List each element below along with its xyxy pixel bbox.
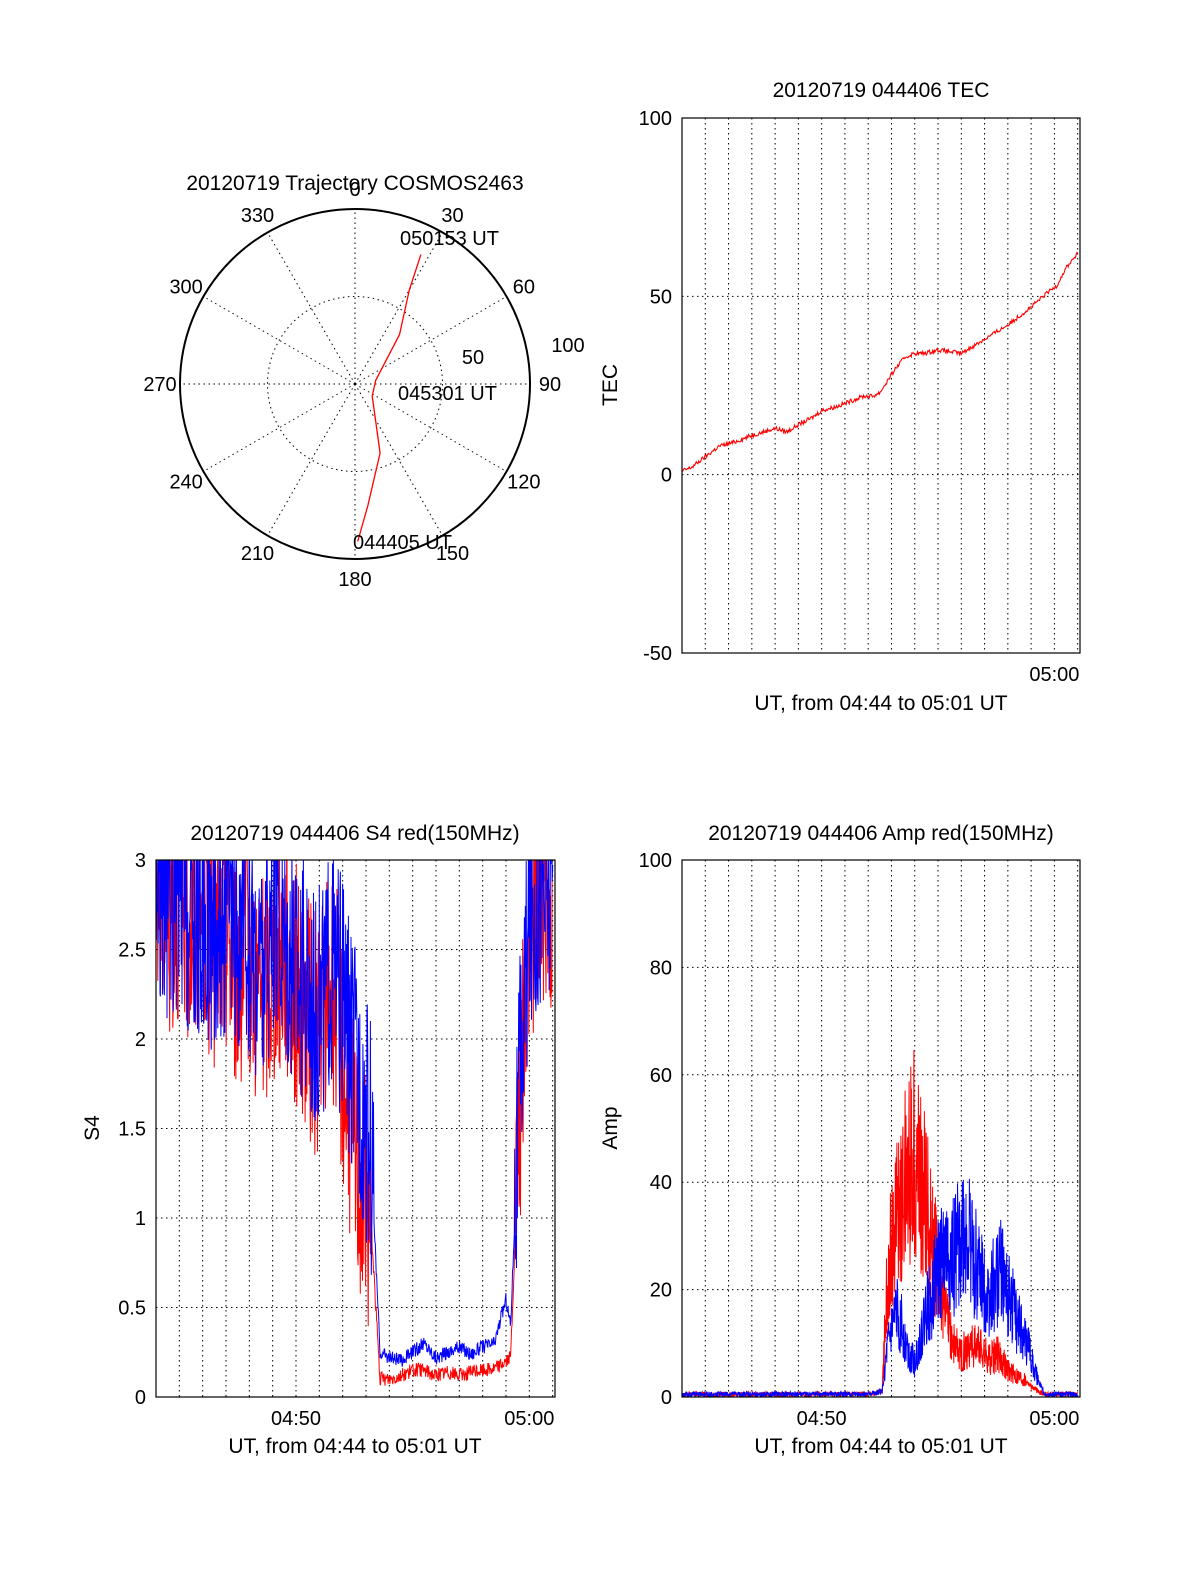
tec-xlabel: UT, from 04:44 to 05:01 UT (754, 692, 1007, 715)
series-group (682, 1050, 1079, 1397)
polar-spoke (203, 383, 356, 472)
y-tick-label: 0.5 (118, 1298, 146, 1320)
polar-azimuth-label: 0 (349, 179, 360, 201)
y-tick-label: -50 (643, 643, 672, 665)
y-tick-label: 0 (661, 1387, 672, 1409)
y-tick-label: 1.5 (118, 1119, 146, 1141)
series-line (682, 251, 1078, 472)
y-tick-label: 1 (135, 1208, 146, 1230)
x-tick-label: 05:00 (1029, 1408, 1079, 1430)
polar-azimuth-label: 330 (241, 205, 274, 227)
polar-annotation-end: 050153 UT (400, 228, 499, 250)
polar-title: 20120719 Trajectory COSMOS2463 (186, 172, 523, 195)
polar-azimuth-label: 90 (539, 374, 561, 396)
x-tick-label: 05:00 (504, 1408, 554, 1430)
amp-plot: 20120719 044406 Amp red(150MHz) UT, from… (599, 822, 1081, 1458)
series-line (156, 860, 554, 1367)
series-line (682, 1178, 1079, 1397)
polar-spoke (203, 296, 356, 385)
tec-ylabel: TEC (599, 364, 622, 406)
y-tick-label: 80 (650, 957, 672, 979)
polar-azimuth-label: 240 (169, 472, 202, 494)
s4-plot: 20120719 044406 S4 red(150MHz) UT, from … (81, 822, 556, 1458)
y-tick-label: 100 (639, 108, 672, 130)
amp-ylabel: Amp (599, 1106, 622, 1149)
y-tick-label: 3 (135, 850, 146, 872)
s4-xlabel: UT, from 04:44 to 05:01 UT (228, 1435, 481, 1458)
plot-frame (681, 859, 1081, 1398)
polar-trajectory-line (357, 254, 422, 542)
y-tick-label: 50 (650, 286, 672, 308)
tec-plot: 20120719 044406 TEC UT, from 04:44 to 05… (599, 79, 1081, 715)
polar-azimuth-label: 150 (436, 543, 469, 565)
x-tick-label: 05:00 (1029, 664, 1079, 686)
polar-azimuth-label: 180 (338, 569, 371, 591)
polar-spoke (267, 383, 356, 536)
amp-title: 20120719 044406 Amp red(150MHz) (708, 822, 1054, 845)
polar-spoke (267, 232, 356, 385)
polar-grid-circle (267, 296, 443, 472)
y-tick-label: 0 (661, 465, 672, 487)
x-tick-label: 04:50 (797, 1408, 847, 1430)
polar-radial-label: 100 (551, 335, 584, 357)
polar-spoke (354, 383, 507, 472)
plot-frame (681, 117, 1081, 654)
polar-azimuth-label: 30 (441, 205, 463, 227)
y-tick-label: 2 (135, 1029, 146, 1051)
x-tick-label: 04:50 (271, 1408, 321, 1430)
polar-azimuth-label: 120 (507, 472, 540, 494)
tec-title: 20120719 044406 TEC (773, 79, 990, 102)
polar-radial-label: 50 (462, 347, 484, 369)
y-tick-label: 40 (650, 1172, 672, 1194)
series-line (156, 860, 553, 1386)
series-group (682, 251, 1078, 472)
polar-outer-circle (179, 208, 531, 560)
y-tick-label: 20 (650, 1280, 672, 1302)
polar-spoke (354, 232, 443, 385)
polar-azimuth-label: 270 (143, 374, 176, 396)
polar-azimuth-label: 60 (513, 277, 535, 299)
amp-xlabel: UT, from 04:44 to 05:01 UT (754, 1435, 1007, 1458)
y-tick-label: 0 (135, 1387, 146, 1409)
polar-trajectory-plot: 20120719 Trajectory COSMOS2463 0 30 60 90 12… (143, 172, 584, 591)
polar-azimuth-label: 210 (241, 543, 274, 565)
plot-frame (155, 859, 556, 1398)
polar-azimuth-label: 300 (169, 277, 202, 299)
y-tick-label: 100 (639, 850, 672, 872)
polar-annotation-start: 044405 UT (353, 532, 452, 554)
polar-annotation-mid: 045301 UT (398, 383, 497, 405)
s4-ylabel: S4 (81, 1115, 104, 1141)
polar-spoke (354, 296, 507, 385)
polar-spoke (354, 383, 443, 536)
series-group (156, 860, 554, 1386)
y-tick-label: 2.5 (118, 940, 146, 962)
s4-title: 20120719 044406 S4 red(150MHz) (190, 822, 519, 845)
y-tick-label: 60 (650, 1065, 672, 1087)
